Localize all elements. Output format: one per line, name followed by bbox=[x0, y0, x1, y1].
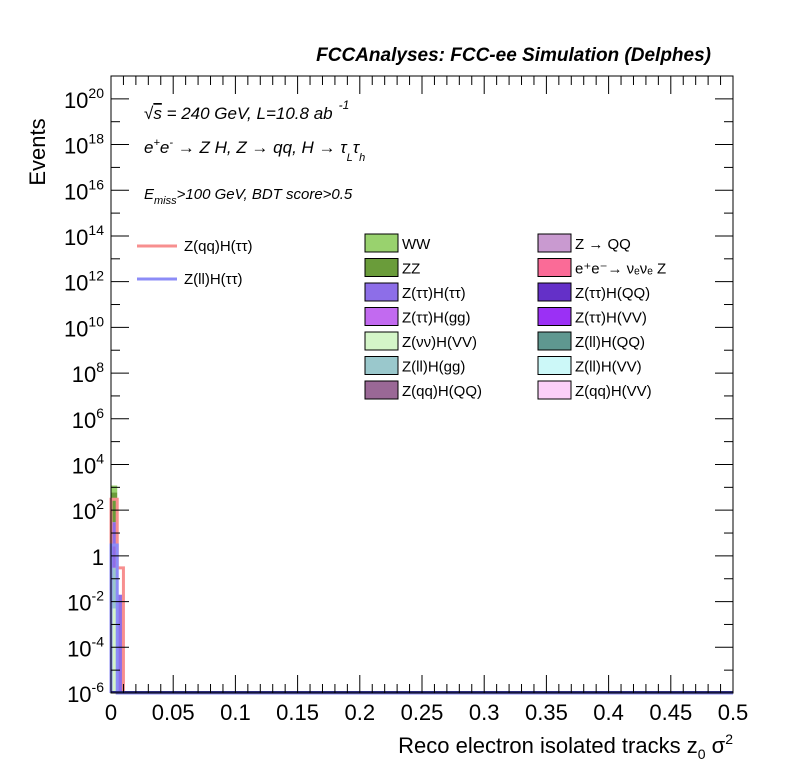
y-tick-label: 1010 bbox=[64, 313, 104, 341]
legend-fill-swatch bbox=[537, 380, 572, 400]
legend-fill-swatch bbox=[537, 258, 572, 277]
y-tick-label: 104 bbox=[72, 450, 104, 478]
annotation-block: √s = 240 GeV, L=10.8 ab -1 e+e- → Z H, Z … bbox=[144, 98, 365, 207]
legend-fill-label: Z(qq)H(QQ) bbox=[402, 383, 482, 400]
legend-fill-label: Z(ll)H(VV) bbox=[575, 359, 642, 376]
legend-fill-swatch bbox=[364, 282, 399, 302]
process-label: e+e- → Z H, Z → qq, H → τLτh bbox=[144, 137, 365, 164]
legend-line-label: Z(qq)H(ττ) bbox=[184, 238, 253, 255]
legend-fill-swatch bbox=[537, 233, 572, 253]
x-axis: 0 0.05 0.1 0.15 0.2 0.25 0.3 0.35 0.4 0.45 0.5 bbox=[105, 76, 748, 725]
selection-label: Emiss>100 GeV, BDT score>0.5 bbox=[144, 186, 353, 207]
legend-fill-label: ZZ bbox=[402, 261, 420, 278]
legend-fill-swatch bbox=[364, 307, 399, 326]
y-axis-label: Events bbox=[25, 118, 50, 185]
x-tick-label: 0.15 bbox=[276, 700, 319, 725]
series-line-0 bbox=[109, 497, 733, 695]
x-tick-label: 0.25 bbox=[401, 700, 444, 725]
legend-fill-label: Z(ll)H(QQ) bbox=[575, 334, 645, 351]
y-tick-label: 10-6 bbox=[67, 679, 104, 707]
legend-fill-swatch bbox=[537, 307, 572, 326]
y-tick-label: 1016 bbox=[64, 176, 104, 204]
legend-fill-swatch bbox=[537, 356, 572, 375]
bar-bin1-z-h- bbox=[117, 594, 124, 693]
y-tick-label: 1 bbox=[92, 545, 104, 570]
legend-fill-swatch bbox=[364, 380, 399, 400]
y-tick-label: 10-4 bbox=[67, 633, 104, 661]
y-tick-label: 108 bbox=[72, 359, 104, 387]
chart-title: FCCAnalyses: FCC-ee Simulation (Delphes) bbox=[316, 45, 711, 66]
legend-fills: WW Z → QQ ZZ e⁺e⁻→ νₑνₑ Z Z(ττ)H(ττ) Z(ττ)H(Q… bbox=[364, 233, 666, 400]
legend-fill-swatch bbox=[364, 356, 399, 375]
legend-fill-label: Z → QQ bbox=[575, 236, 631, 253]
x-tick-label: 0.05 bbox=[152, 700, 195, 725]
y-tick-label: 106 bbox=[72, 405, 104, 433]
x-tick-label: 0.3 bbox=[469, 700, 500, 725]
histogram-lines bbox=[109, 497, 733, 695]
bar-bin0-zz bbox=[111, 492, 118, 523]
legend-fill-label: Z(ττ)H(gg) bbox=[402, 310, 471, 327]
legend-fill-label: Z(qq)H(VV) bbox=[575, 383, 652, 400]
x-tick-label: 0.45 bbox=[649, 700, 692, 725]
x-tick-label: 0 bbox=[105, 700, 117, 725]
legend-fill-label: e⁺e⁻→ νₑνₑ Z bbox=[575, 261, 666, 278]
y-tick-label: 1020 bbox=[64, 85, 104, 113]
energy-lumi-label: √s = 240 GeV, L=10.8 ab -1 bbox=[144, 98, 349, 123]
legend-fill-swatch bbox=[364, 233, 399, 253]
bar-bin0-z-ll-h-gg- bbox=[111, 567, 118, 609]
legend-fill-swatch bbox=[364, 331, 399, 351]
legend-fill-swatch bbox=[537, 282, 572, 302]
y-tick-label: 1012 bbox=[64, 268, 104, 296]
legend-fill-label: Z(ττ)H(QQ) bbox=[575, 285, 650, 302]
y-tick-label: 1018 bbox=[64, 131, 104, 159]
y-tick-label: 102 bbox=[72, 496, 104, 524]
legend-fill-label: Z(ll)H(gg) bbox=[402, 359, 465, 376]
bar-bin0-z-h-vv- bbox=[111, 608, 118, 693]
y-tick-label: 1014 bbox=[64, 222, 104, 250]
bar-bin0-ww bbox=[111, 485, 118, 493]
legend-fill-label: WW bbox=[402, 236, 431, 253]
x-tick-label: 0.5 bbox=[718, 700, 749, 725]
legend-line-label: Z(ll)H(ττ) bbox=[184, 271, 243, 288]
y-tick-label: 10-2 bbox=[67, 588, 104, 616]
series-line-1 bbox=[109, 543, 733, 695]
x-tick-label: 0.2 bbox=[345, 700, 376, 725]
legend-fill-label: Z(νν)H(VV) bbox=[402, 334, 477, 351]
x-axis-label: Reco electron isolated tracks z0 σ2 bbox=[398, 731, 733, 762]
legend-fill-swatch bbox=[364, 258, 399, 277]
legend-fill-label: Z(ττ)H(ττ) bbox=[402, 285, 466, 302]
legend-fill-swatch bbox=[537, 331, 572, 351]
x-tick-label: 0.35 bbox=[525, 700, 568, 725]
x-tick-label: 0.4 bbox=[593, 700, 624, 725]
legend-lines: Z(qq)H(ττ) Z(ll)H(ττ) bbox=[137, 238, 253, 288]
y-axis: 10-6 10-4 10-2 1 102 104 106 108 1010 1012 1014 101… bbox=[64, 75, 733, 707]
legend-fill-label: Z(ττ)H(VV) bbox=[575, 310, 647, 327]
x-tick-label: 0.1 bbox=[220, 700, 251, 725]
